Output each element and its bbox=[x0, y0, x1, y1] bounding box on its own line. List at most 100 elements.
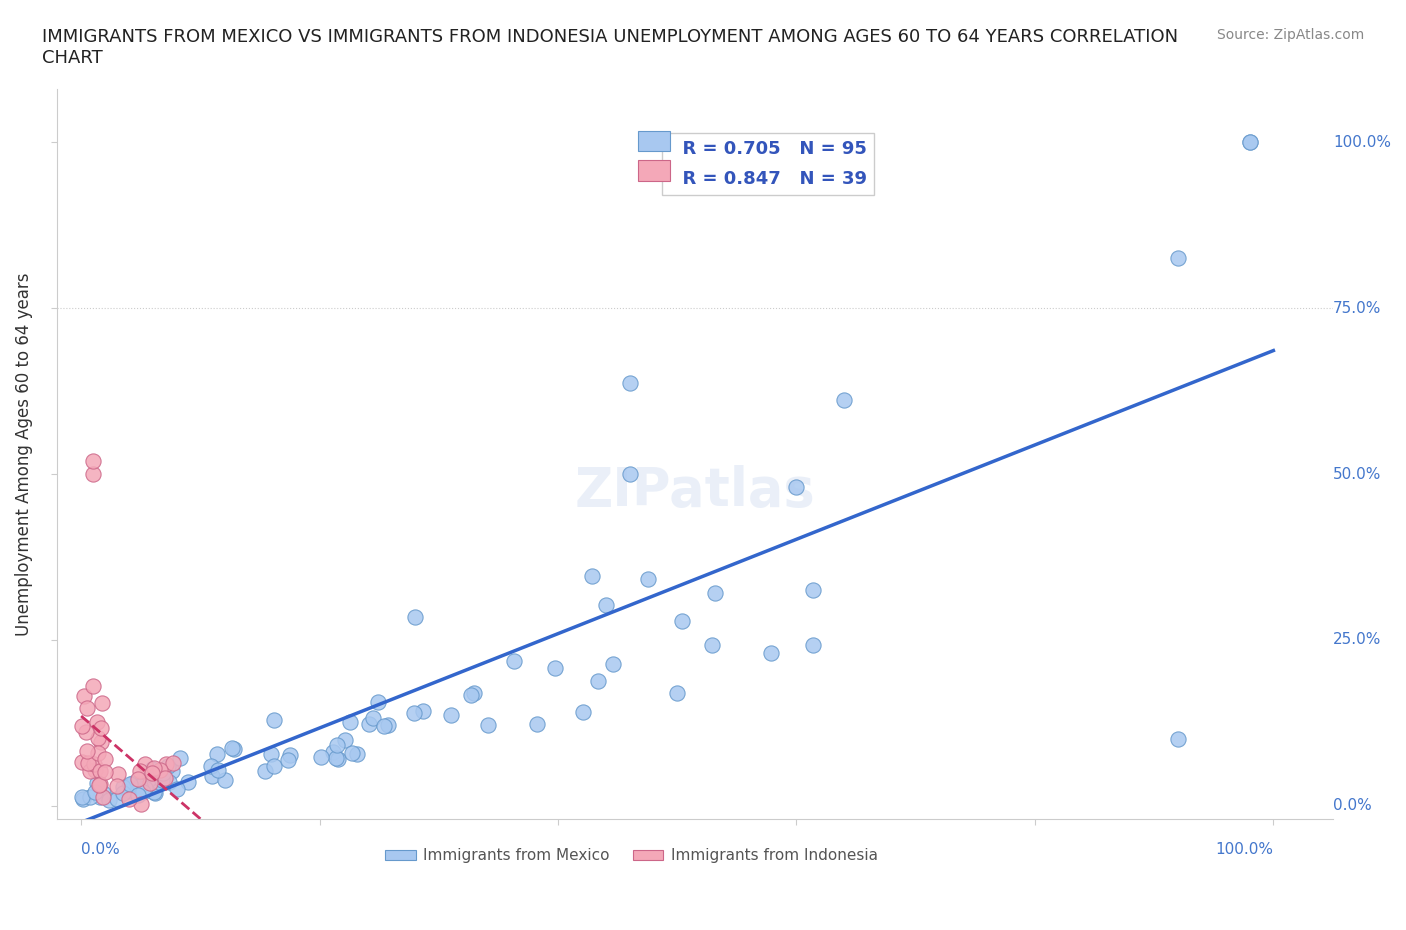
Point bbox=[155, 757, 177, 772]
Point bbox=[339, 714, 361, 729]
Point bbox=[1167, 250, 1189, 265]
Point bbox=[107, 766, 129, 781]
Point bbox=[150, 773, 173, 788]
Point bbox=[138, 771, 160, 786]
Point bbox=[86, 730, 108, 745]
Point bbox=[704, 585, 727, 600]
Point bbox=[70, 754, 93, 769]
Point bbox=[224, 742, 246, 757]
Point bbox=[278, 748, 301, 763]
Point bbox=[544, 661, 567, 676]
Point bbox=[325, 737, 347, 752]
Text: 0.0%: 0.0% bbox=[82, 842, 120, 857]
Point bbox=[73, 688, 96, 703]
Point bbox=[177, 774, 200, 789]
Point bbox=[200, 759, 222, 774]
Point bbox=[346, 746, 368, 761]
Point bbox=[367, 695, 389, 710]
Point bbox=[801, 583, 824, 598]
Point bbox=[120, 777, 142, 791]
Point bbox=[325, 751, 347, 765]
Point bbox=[141, 765, 163, 780]
Point bbox=[91, 790, 114, 804]
Point bbox=[785, 480, 807, 495]
Point bbox=[277, 752, 299, 767]
Point bbox=[157, 775, 180, 790]
Point bbox=[129, 778, 152, 793]
Point bbox=[86, 715, 108, 730]
Point bbox=[76, 756, 98, 771]
Point bbox=[361, 711, 384, 725]
Point bbox=[359, 716, 381, 731]
Point bbox=[595, 598, 617, 613]
Point bbox=[90, 721, 112, 736]
Point bbox=[477, 717, 499, 732]
Point bbox=[75, 724, 97, 739]
Point bbox=[1239, 135, 1261, 150]
Point bbox=[148, 775, 170, 790]
Point bbox=[619, 375, 641, 390]
Point bbox=[139, 770, 162, 785]
Point bbox=[90, 735, 112, 750]
Point bbox=[129, 764, 152, 778]
Point bbox=[134, 756, 156, 771]
Text: 100.0%: 100.0% bbox=[1215, 842, 1274, 857]
Point bbox=[142, 775, 165, 790]
Point bbox=[377, 718, 399, 733]
Point bbox=[761, 645, 783, 660]
Text: 100.0%: 100.0% bbox=[1333, 135, 1391, 150]
Y-axis label: Unemployment Among Ages 60 to 64 years: Unemployment Among Ages 60 to 64 years bbox=[15, 272, 32, 636]
Point bbox=[702, 637, 724, 652]
Point bbox=[463, 685, 485, 700]
Point bbox=[89, 777, 111, 791]
Point bbox=[105, 791, 128, 806]
Point bbox=[135, 777, 157, 792]
Point bbox=[502, 654, 524, 669]
Point bbox=[134, 780, 156, 795]
Point bbox=[70, 719, 93, 734]
Bar bbox=[638, 131, 669, 152]
Point bbox=[141, 762, 163, 777]
Text: ZIPatlas: ZIPatlas bbox=[575, 465, 815, 516]
Point bbox=[162, 755, 184, 770]
Point bbox=[572, 705, 595, 720]
Point bbox=[333, 733, 356, 748]
Point bbox=[169, 751, 191, 766]
Point bbox=[82, 453, 104, 468]
Point bbox=[76, 744, 98, 759]
Point bbox=[118, 784, 141, 799]
Point bbox=[132, 785, 155, 800]
Point bbox=[207, 763, 229, 777]
Point bbox=[131, 783, 153, 798]
Point bbox=[142, 785, 165, 800]
Point bbox=[201, 769, 224, 784]
Point bbox=[84, 763, 107, 777]
Point bbox=[70, 790, 93, 804]
Point bbox=[581, 568, 603, 583]
Point bbox=[153, 771, 176, 786]
Point bbox=[671, 614, 693, 629]
Text: 75.0%: 75.0% bbox=[1333, 300, 1381, 316]
Point bbox=[129, 796, 152, 811]
Point bbox=[98, 792, 121, 807]
Point bbox=[76, 701, 98, 716]
Text: 0.0%: 0.0% bbox=[1333, 798, 1372, 813]
Point bbox=[1167, 732, 1189, 747]
Point bbox=[666, 685, 689, 700]
Point bbox=[602, 657, 624, 671]
Point bbox=[260, 747, 283, 762]
Point bbox=[89, 790, 111, 804]
Point bbox=[832, 392, 855, 407]
Point bbox=[87, 777, 110, 792]
Point bbox=[322, 745, 344, 760]
Point bbox=[586, 674, 609, 689]
Point bbox=[263, 759, 285, 774]
Point bbox=[328, 751, 350, 766]
Point bbox=[86, 776, 108, 790]
Point bbox=[149, 763, 172, 777]
Point bbox=[139, 776, 162, 790]
Point bbox=[82, 467, 104, 482]
Point bbox=[619, 467, 641, 482]
Point bbox=[128, 777, 150, 791]
Point bbox=[127, 772, 149, 787]
